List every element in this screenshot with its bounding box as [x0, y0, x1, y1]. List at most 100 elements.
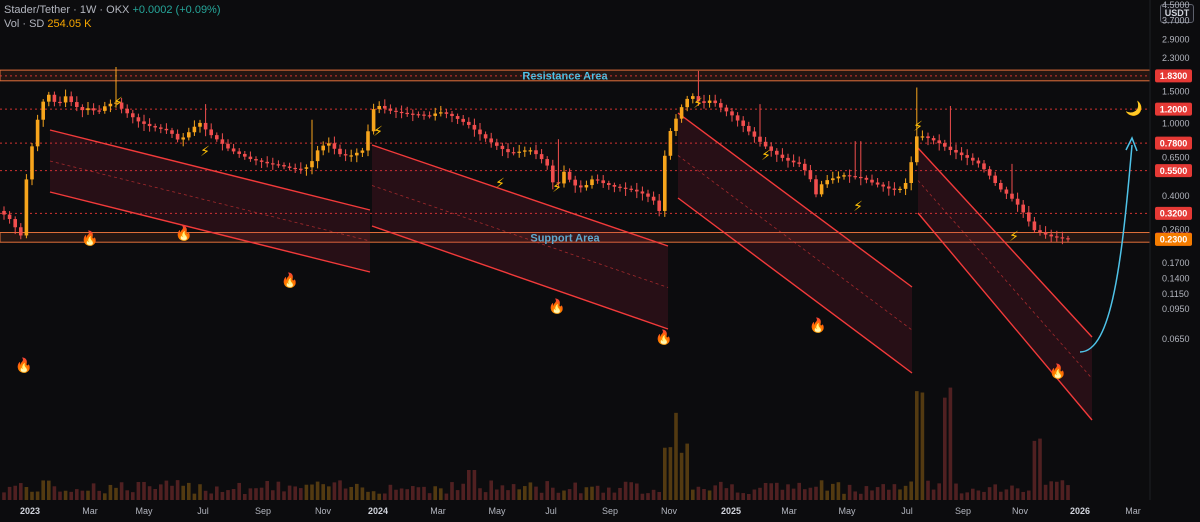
volume-bar: [114, 487, 118, 500]
currency-button[interactable]: USDT: [1160, 4, 1194, 23]
volume-bar: [842, 493, 846, 500]
x-tick-label: May: [838, 506, 856, 516]
volume-bar: [427, 493, 432, 500]
candle-body: [595, 179, 600, 181]
volume-bar: [551, 487, 555, 500]
volume-bar: [663, 447, 667, 500]
volume-bar: [108, 484, 113, 500]
candle-body: [1015, 198, 1020, 205]
volume-bar: [349, 486, 353, 500]
candle-body: [640, 191, 645, 194]
candle-body: [19, 227, 23, 236]
candle-body: [707, 100, 712, 103]
volume-bar: [1049, 481, 1053, 500]
y-tick-label: 0.6500: [1162, 153, 1190, 163]
volume-bar: [539, 492, 544, 500]
candle-body: [13, 219, 17, 228]
candle-body: [808, 170, 813, 180]
volume-bar: [931, 489, 936, 500]
candle-body: [948, 146, 953, 150]
volume-bar: [455, 490, 460, 500]
chart-legend-line2: Vol · SD 254.05 K: [4, 18, 91, 30]
channel-fill: [372, 145, 668, 329]
volume-bar: [959, 493, 964, 500]
candle-body: [853, 176, 857, 178]
candle-body: [427, 115, 432, 117]
zone-label: Resistance Area: [522, 70, 608, 82]
volume-bar: [483, 492, 488, 500]
candle-body: [203, 122, 208, 130]
lightning-icon: ⚡: [200, 144, 210, 160]
candle-body: [618, 186, 622, 188]
candle-body: [91, 108, 96, 111]
candle-body: [360, 150, 365, 153]
volume-bar: [987, 487, 992, 500]
candle-body: [1060, 237, 1065, 239]
candle-body: [601, 180, 605, 184]
candles: [2, 66, 1070, 245]
y-tick-label: 0.2600: [1162, 225, 1190, 235]
candle-body: [651, 196, 656, 201]
candle-body: [108, 103, 113, 107]
candle-body: [243, 153, 247, 157]
candle-body: [416, 114, 421, 116]
volume-bar: [209, 493, 213, 500]
volume-bar: [674, 412, 678, 500]
candle-body: [769, 146, 773, 151]
candle-body: [80, 106, 85, 111]
volume-bar: [30, 491, 34, 500]
volume-bar: [355, 483, 359, 500]
volume-bar: [58, 491, 62, 500]
volume-value: 254.05 K: [47, 18, 92, 30]
candle-body: [791, 160, 796, 163]
candle-body: [114, 102, 118, 104]
candle-body: [52, 94, 57, 102]
y-tick-label: 1.0000: [1162, 119, 1190, 129]
volume-bar: [248, 488, 253, 500]
candle-body: [506, 149, 510, 153]
candle-body: [528, 150, 533, 152]
volume-bar: [903, 485, 908, 500]
y-tick-label: 1.5000: [1162, 87, 1190, 97]
candle-body: [573, 179, 577, 186]
x-tick-label: Sep: [955, 506, 971, 516]
volume-bar: [1027, 490, 1031, 500]
candle-body: [237, 151, 241, 154]
channel-upper-line: [49, 129, 371, 211]
candle-body: [450, 113, 454, 117]
candle-body: [7, 214, 12, 220]
lightning-icon: ⚡: [913, 119, 923, 135]
candle-body: [259, 160, 264, 162]
candle-body: [75, 102, 79, 107]
candle-body: [657, 200, 661, 211]
candle-body: [455, 116, 460, 119]
candle-body: [892, 188, 897, 190]
candle-body: [674, 118, 678, 131]
volume-bar: [439, 488, 443, 500]
volume-bar: [461, 483, 465, 500]
volume-bar: [831, 483, 835, 500]
lightning-icon: ⚡: [853, 199, 863, 215]
candle-body: [327, 143, 331, 146]
price-level-label: 0.2300: [1160, 235, 1188, 245]
price-level-badge: [1155, 232, 1192, 246]
channel-mid-line: [917, 180, 1093, 379]
volume-bar: [187, 482, 191, 500]
volume-bar: [366, 491, 370, 500]
zone-label: Support Area: [530, 232, 600, 244]
y-tick-label: 0.0950: [1162, 304, 1190, 314]
candle-body: [713, 100, 717, 104]
candle-body: [1004, 189, 1009, 194]
volume-bar: [646, 493, 650, 500]
candle-body: [343, 154, 348, 156]
candle-body: [220, 139, 225, 144]
candle-body: [696, 96, 701, 102]
candle-body: [982, 163, 986, 170]
lightning-icon: ⚡: [113, 95, 123, 111]
volume-bar: [495, 489, 499, 500]
candle-body: [579, 185, 583, 188]
candle-body: [959, 152, 964, 156]
candle-body: [635, 189, 639, 192]
candle-body: [786, 157, 790, 161]
